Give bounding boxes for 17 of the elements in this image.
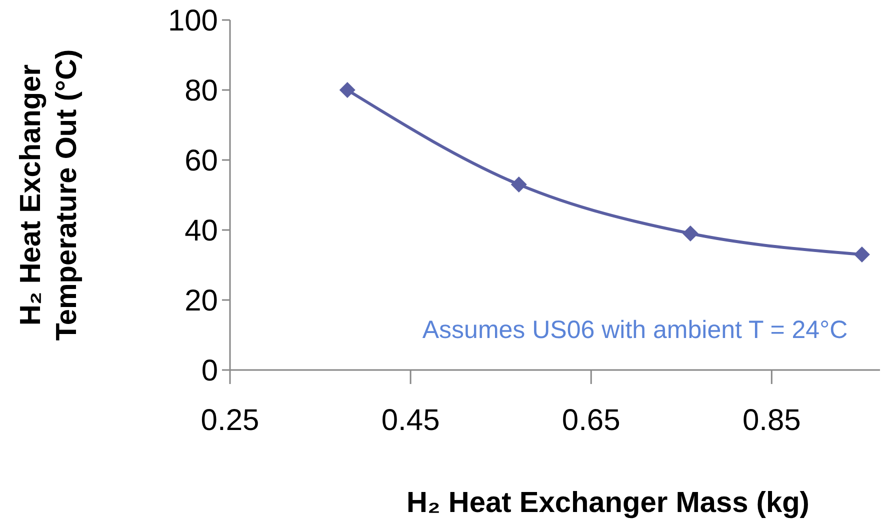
y-tick-label: 40 <box>184 214 218 248</box>
x-tick-label: 0.45 <box>381 404 440 437</box>
y-tick-label: 60 <box>184 144 218 178</box>
annotation: Assumes US06 with ambient T = 24°C <box>422 316 848 344</box>
point <box>854 246 870 262</box>
x-axis-title: H₂ Heat Exchanger Mass (kg) <box>406 487 810 519</box>
y-tick-label: 20 <box>184 284 218 318</box>
point <box>682 226 698 242</box>
x-tick-label: 0.65 <box>562 404 620 437</box>
y-tick-label: 100 <box>168 4 218 38</box>
y-tick-label: 0 <box>201 354 218 388</box>
y-tick-label: 80 <box>184 74 218 108</box>
point <box>339 82 356 98</box>
x-tick-label: 0.25 <box>200 404 260 437</box>
point <box>510 176 527 192</box>
x-tick-label: 0.85 <box>742 404 801 437</box>
y-axis-title: H₂ Heat Exchanger Temperature Out (°C) <box>15 49 83 341</box>
